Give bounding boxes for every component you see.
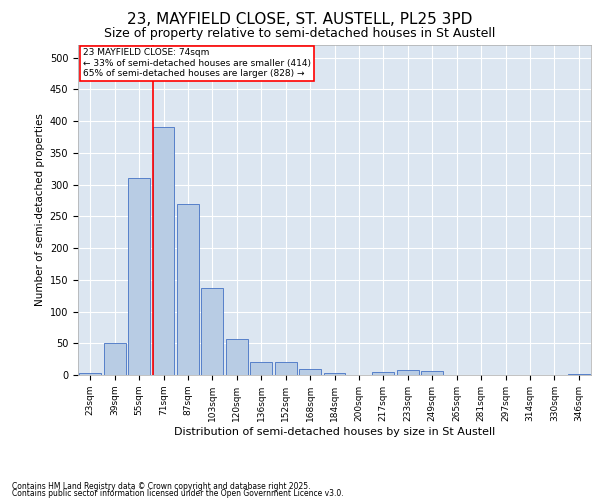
Bar [250,362,272,375]
Y-axis label: Number of semi-detached properties: Number of semi-detached properties [35,114,46,306]
Text: 23 MAYFIELD CLOSE: 74sqm
← 33% of semi-detached houses are smaller (414)
65% of : 23 MAYFIELD CLOSE: 74sqm ← 33% of semi-d… [83,48,311,78]
Bar [104,344,125,375]
Bar [299,370,321,375]
Bar [226,339,248,375]
Text: Contains public sector information licensed under the Open Government Licence v3: Contains public sector information licen… [12,489,344,498]
Bar [373,372,394,375]
Bar [568,374,590,375]
Bar [152,128,175,375]
Bar [421,371,443,375]
Text: Contains HM Land Registry data © Crown copyright and database right 2025.: Contains HM Land Registry data © Crown c… [12,482,311,491]
Bar [202,288,223,375]
Bar [128,178,150,375]
Bar [323,373,346,375]
Bar [397,370,419,375]
Text: 23, MAYFIELD CLOSE, ST. AUSTELL, PL25 3PD: 23, MAYFIELD CLOSE, ST. AUSTELL, PL25 3P… [127,12,473,28]
Bar [177,204,199,375]
Bar [79,373,101,375]
Bar [275,362,296,375]
Text: Size of property relative to semi-detached houses in St Austell: Size of property relative to semi-detach… [104,28,496,40]
X-axis label: Distribution of semi-detached houses by size in St Austell: Distribution of semi-detached houses by … [174,426,495,436]
